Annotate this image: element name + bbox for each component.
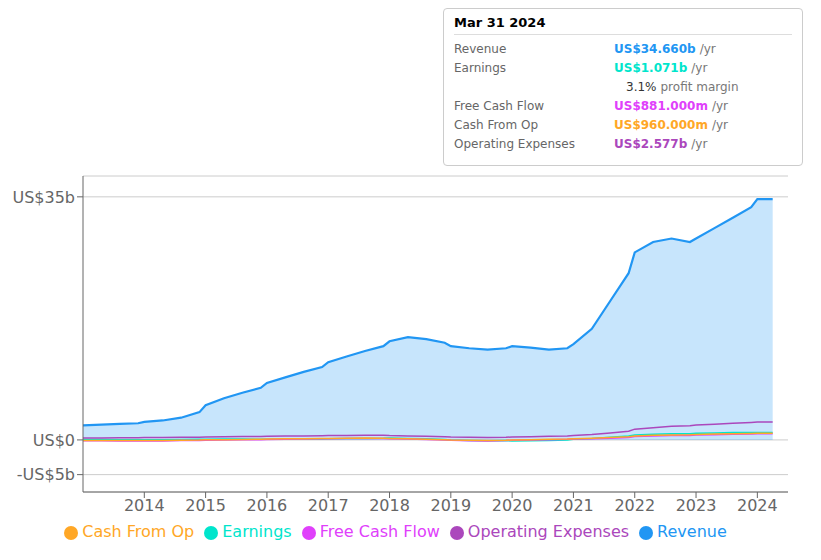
- svg-text:2016: 2016: [247, 496, 288, 515]
- svg-text:-US$5b: -US$5b: [17, 465, 75, 484]
- html-text:Mar 31 2024: Mar 31 2024: [454, 15, 546, 30]
- html-text:Operating Expenses: Operating Expenses: [467, 522, 630, 541]
- html-text:Cash From Op: Cash From Op: [82, 522, 195, 541]
- html-text:US$881.000m /yr: US$881.000m /yr: [614, 98, 728, 113]
- html-text:Free Cash Flow: Free Cash Flow: [319, 522, 440, 541]
- svg-text:2018: 2018: [369, 496, 410, 515]
- svg-text:2022: 2022: [614, 496, 655, 515]
- html-text:3.1% profit margin: 3.1% profit margin: [626, 79, 739, 94]
- html-text:Earnings: Earnings: [454, 60, 507, 75]
- html-text:Revenue: Revenue: [454, 41, 507, 56]
- html-text:US$1.071b /yr: US$1.071b /yr: [614, 60, 708, 75]
- svg-text:US$0: US$0: [33, 431, 75, 450]
- html-text:Operating Expenses: Operating Expenses: [454, 136, 575, 151]
- svg-text:2021: 2021: [553, 496, 594, 515]
- svg-text:2017: 2017: [308, 496, 349, 515]
- svg-text:2024: 2024: [737, 496, 778, 515]
- html-text:US$34.660b /yr: US$34.660b /yr: [614, 41, 716, 56]
- svg-text:US$35b: US$35b: [12, 188, 75, 207]
- html-text:Earnings: Earnings: [222, 522, 292, 541]
- svg-text:2023: 2023: [676, 496, 717, 515]
- html-text:Revenue: Revenue: [657, 522, 727, 541]
- html-text:US$2.577b /yr: US$2.577b /yr: [614, 136, 708, 151]
- html-text:US$960.000m /yr: US$960.000m /yr: [614, 117, 728, 132]
- svg-text:2015: 2015: [185, 496, 226, 515]
- html-text:Free Cash Flow: Free Cash Flow: [454, 98, 545, 113]
- svg-text:2020: 2020: [492, 496, 533, 515]
- html-text:Cash From Op: Cash From Op: [454, 117, 538, 132]
- svg-text:2014: 2014: [124, 496, 165, 515]
- svg-text:2019: 2019: [430, 496, 471, 515]
